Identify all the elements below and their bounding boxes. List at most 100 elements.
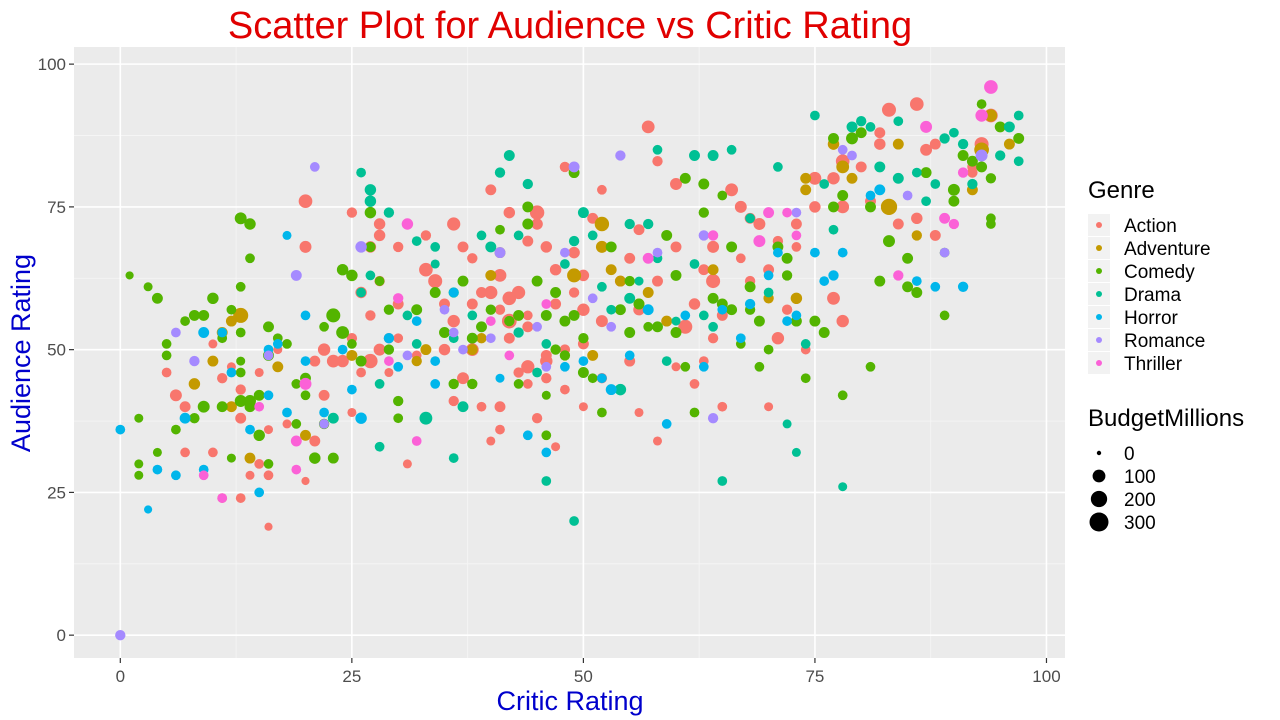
data-point-horror xyxy=(245,424,255,435)
data-point-action xyxy=(447,314,460,328)
data-point-romance xyxy=(115,630,126,641)
data-point-action xyxy=(874,127,886,139)
data-point-thriller xyxy=(753,235,766,248)
data-point-drama xyxy=(467,310,478,321)
data-point-comedy xyxy=(336,326,350,339)
data-point-romance xyxy=(568,161,580,173)
data-point-action xyxy=(540,349,552,361)
data-point-comedy xyxy=(624,327,636,338)
data-point-comedy xyxy=(624,275,635,287)
data-point-drama xyxy=(707,150,719,161)
data-point-adventure xyxy=(244,452,256,464)
data-point-horror xyxy=(578,356,589,366)
data-point-comedy xyxy=(522,201,534,213)
data-point-drama xyxy=(708,321,718,332)
data-point-comedy xyxy=(189,413,200,424)
data-point-horror xyxy=(597,373,607,384)
data-point-comedy xyxy=(448,378,459,390)
data-point-comedy xyxy=(846,132,858,145)
size-label-100: 100 xyxy=(1124,467,1156,488)
data-point-action xyxy=(457,241,469,253)
data-point-horror xyxy=(773,247,783,258)
data-point-horror xyxy=(300,310,311,321)
data-point-comedy xyxy=(828,201,839,213)
data-point-action xyxy=(179,401,191,413)
data-point-action xyxy=(671,362,681,372)
data-point-comedy xyxy=(865,361,876,372)
data-point-horror xyxy=(791,310,802,321)
data-point-adventure xyxy=(661,315,673,327)
data-point-horror xyxy=(411,316,422,326)
data-point-action xyxy=(208,339,218,349)
data-point-comedy xyxy=(902,252,914,264)
data-point-action xyxy=(577,303,590,316)
data-point-drama xyxy=(522,178,533,190)
data-point-action xyxy=(245,470,255,480)
data-point-action xyxy=(476,401,487,412)
data-point-action xyxy=(560,384,570,395)
data-point-action xyxy=(309,435,321,447)
data-point-comedy xyxy=(393,413,404,424)
data-point-drama xyxy=(1013,110,1024,121)
data-point-action xyxy=(254,459,265,469)
data-point-comedy xyxy=(125,271,134,280)
data-point-comedy xyxy=(578,333,589,344)
data-point-action xyxy=(235,412,247,424)
data-point-action xyxy=(633,224,645,236)
data-point-comedy xyxy=(680,361,691,372)
data-point-drama xyxy=(374,379,385,389)
chart-title: Scatter Plot for Audience vs Critic Rati… xyxy=(228,5,912,47)
data-point-action xyxy=(467,253,478,264)
data-point-comedy xyxy=(726,304,738,316)
data-point-romance xyxy=(606,321,617,332)
size-label-200: 200 xyxy=(1124,490,1156,511)
data-point-comedy xyxy=(994,121,1006,133)
data-point-comedy xyxy=(234,212,247,225)
data-point-adventure xyxy=(800,172,812,184)
data-point-comedy xyxy=(365,241,376,253)
data-point-action xyxy=(707,333,719,344)
x-tick-label: 0 xyxy=(116,667,125,686)
data-point-action xyxy=(263,470,274,481)
data-point-comedy xyxy=(245,253,255,264)
data-point-drama xyxy=(541,339,552,349)
data-point-horror xyxy=(198,327,210,338)
data-point-action xyxy=(809,201,821,213)
data-point-comedy xyxy=(244,395,256,407)
data-point-action xyxy=(549,263,562,276)
data-point-comedy xyxy=(754,361,765,372)
data-point-adventure xyxy=(892,138,904,150)
data-point-comedy xyxy=(291,419,302,429)
data-point-thriller xyxy=(299,377,312,390)
data-point-horror xyxy=(763,270,774,281)
data-point-comedy xyxy=(485,304,496,315)
data-point-action xyxy=(503,332,515,344)
data-point-action xyxy=(634,407,644,418)
data-point-adventure xyxy=(485,269,497,281)
data-point-action xyxy=(559,161,571,173)
data-point-action xyxy=(670,178,682,190)
data-point-comedy xyxy=(986,213,996,224)
data-point-comedy xyxy=(1013,132,1025,144)
data-point-comedy xyxy=(457,275,469,287)
data-point-action xyxy=(495,424,505,435)
data-point-comedy xyxy=(188,309,200,321)
data-point-comedy xyxy=(781,270,793,281)
data-point-horror xyxy=(393,361,404,372)
data-point-action xyxy=(317,343,331,356)
data-point-drama xyxy=(911,167,922,178)
data-point-romance xyxy=(939,247,950,258)
data-point-action xyxy=(698,264,710,276)
data-point-adventure xyxy=(595,240,608,253)
data-point-comedy xyxy=(689,407,700,418)
data-point-action xyxy=(624,252,636,264)
data-point-action xyxy=(263,425,274,435)
data-point-comedy xyxy=(143,282,153,292)
data-point-romance xyxy=(402,350,413,361)
data-point-comedy xyxy=(818,327,830,338)
data-point-romance xyxy=(541,361,552,372)
data-point-action xyxy=(568,287,580,298)
data-point-action xyxy=(550,298,562,310)
data-point-comedy xyxy=(235,327,246,338)
